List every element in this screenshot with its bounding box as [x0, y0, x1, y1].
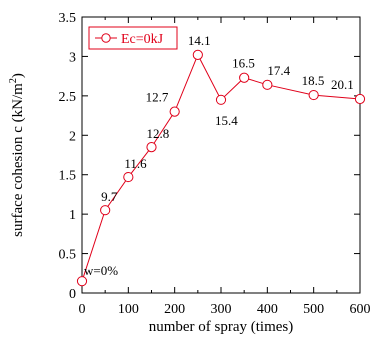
y-tick-label: 2 [69, 129, 76, 144]
series-layer [76, 49, 366, 287]
data-label: 17.4 [267, 63, 290, 78]
data-label: 9.7 [101, 189, 118, 204]
y-tick-label: 2.5 [59, 90, 77, 105]
data-label: w=0% [84, 263, 118, 278]
data-point [146, 142, 157, 153]
axis-tick-labels: 0 100 200 300 400 500 600 0 0.5 1 1.5 2 2.5 3 3.5 [59, 11, 371, 317]
data-label: 18.5 [302, 73, 325, 88]
y-tick-label: 3.5 [59, 11, 77, 26]
point-labels: w=0% 9.7 11.612.8 12.7 14.1 15.4 16.5 17.4 18.5 2… [84, 33, 354, 278]
legend-box [88, 26, 178, 50]
data-point [100, 205, 111, 216]
y-tick-label: 0.5 [59, 248, 77, 263]
data-point [123, 171, 134, 183]
x-tick-label: 500 [303, 302, 324, 317]
data-point [215, 94, 227, 105]
x-tick-label: 300 [211, 302, 232, 317]
y-tick-label: 0 [69, 287, 76, 302]
x-tick-label: 400 [257, 302, 278, 317]
y-axis-label-end: ) [10, 73, 26, 78]
data-point [308, 89, 319, 101]
legend-label: Ec=0kJ [121, 32, 164, 47]
legend: Ec=0kJ [88, 26, 178, 50]
data-label: 20.1 [331, 77, 354, 92]
data-point [262, 79, 273, 90]
legend-marker [101, 33, 111, 43]
data-label: 15.4 [215, 113, 238, 128]
plot-frame [81, 16, 361, 294]
y-axis-label-main: surface cohesion c (kN/m [10, 83, 26, 237]
y-tick-label: 3 [69, 50, 76, 65]
x-axis-label: number of spray (times) [149, 319, 294, 335]
data-point [354, 93, 366, 105]
data-point [76, 276, 88, 287]
data-label: 11.6 [124, 156, 147, 171]
y-axis-label-sup: 2 [8, 78, 19, 83]
data-label: 12.8 [147, 126, 170, 141]
data-label: 16.5 [232, 56, 255, 71]
data-point [192, 49, 203, 60]
data-point [169, 106, 180, 117]
y-axis-label: surface cohesion c (kN/m2) [8, 73, 26, 237]
data-point [239, 72, 250, 83]
axis-ticks [81, 16, 361, 294]
y-tick-label: 1.5 [59, 169, 77, 184]
x-tick-label: 200 [164, 302, 185, 317]
data-label: 12.7 [146, 90, 169, 105]
x-tick-label: 600 [350, 302, 371, 317]
x-tick-label: 0 [79, 302, 86, 317]
x-tick-label: 100 [118, 302, 139, 317]
y-tick-label: 1 [69, 208, 76, 223]
data-label: 14.1 [188, 33, 211, 48]
